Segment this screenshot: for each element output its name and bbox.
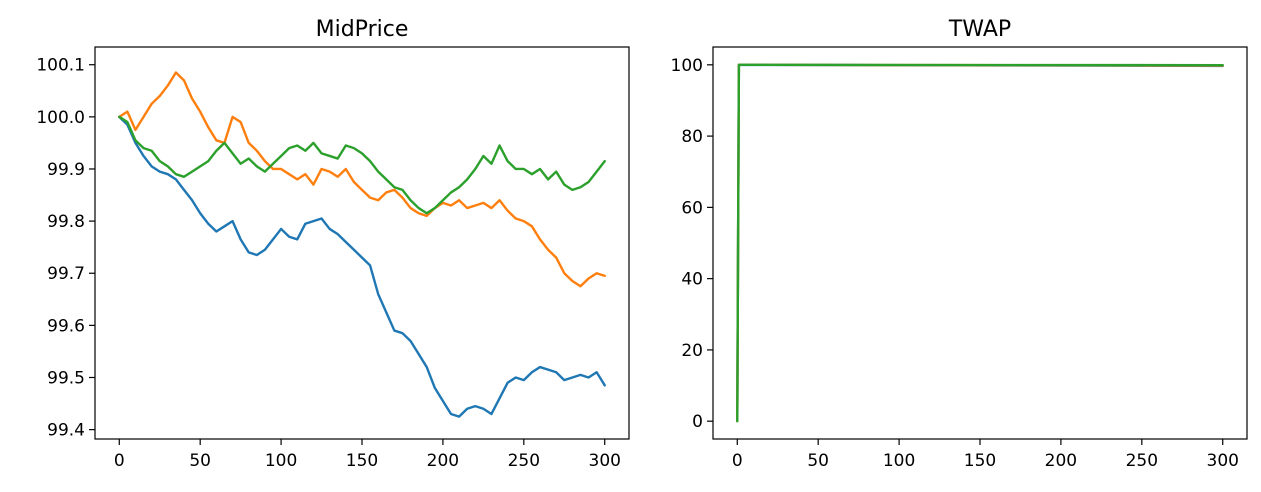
y-tick-label: 100.1 (36, 56, 85, 76)
x-tick-label: 100 (265, 451, 297, 471)
axes-frame (94, 46, 630, 440)
x-tick-label: 100 (883, 451, 915, 471)
y-tick-label: 20 (681, 341, 703, 361)
y-tick-label: 99.9 (47, 160, 85, 180)
chart-title: TWAP (948, 17, 1011, 42)
x-tick-label: 250 (1126, 451, 1158, 471)
y-tick-label: 99.7 (47, 264, 85, 284)
y-tick-label: 40 (681, 270, 703, 290)
axes-frame (712, 46, 1248, 440)
y-tick-label: 0 (692, 412, 703, 432)
x-tick-label: 150 (346, 451, 378, 471)
y-tick-label: 99.6 (47, 316, 85, 336)
x-tick-label: 300 (589, 451, 621, 471)
series-line-3 (118, 115, 606, 215)
y-tick-label: 100 (671, 56, 703, 76)
x-tick-label: 300 (1207, 451, 1239, 471)
y-tick-label: 100.0 (36, 108, 85, 128)
x-tick-label: 0 (114, 451, 125, 471)
x-tick-label: 250 (508, 451, 540, 471)
twap-chart: TWAP 0 50 100 150 200 250 300 0 20 40 60 80 100 (671, 17, 1248, 471)
x-tick-label: 0 (732, 451, 743, 471)
x-tick-label: 200 (1045, 451, 1077, 471)
series-line-1 (736, 63, 1224, 423)
y-tick-label: 99.4 (47, 421, 85, 441)
series-line-2 (118, 71, 606, 288)
series-line-2 (736, 63, 1224, 423)
y-tick-label: 99.5 (47, 368, 85, 388)
x-tick-label: 50 (189, 451, 211, 471)
x-tick-label: 200 (427, 451, 459, 471)
series-line-1 (118, 115, 606, 418)
x-tick-label: 150 (964, 451, 996, 471)
series-line-3 (736, 63, 1224, 423)
midprice-chart: MidPrice 0 50 100 150 200 250 300 99.4 99.5 99.6 99… (36, 17, 630, 471)
chart-title: MidPrice (316, 17, 409, 42)
plot-area (118, 71, 606, 418)
y-tick-label: 60 (681, 198, 703, 218)
x-tick-label: 50 (807, 451, 829, 471)
y-tick-label: 80 (681, 127, 703, 147)
y-tick-label: 99.8 (47, 212, 85, 232)
plot-area (736, 63, 1224, 423)
